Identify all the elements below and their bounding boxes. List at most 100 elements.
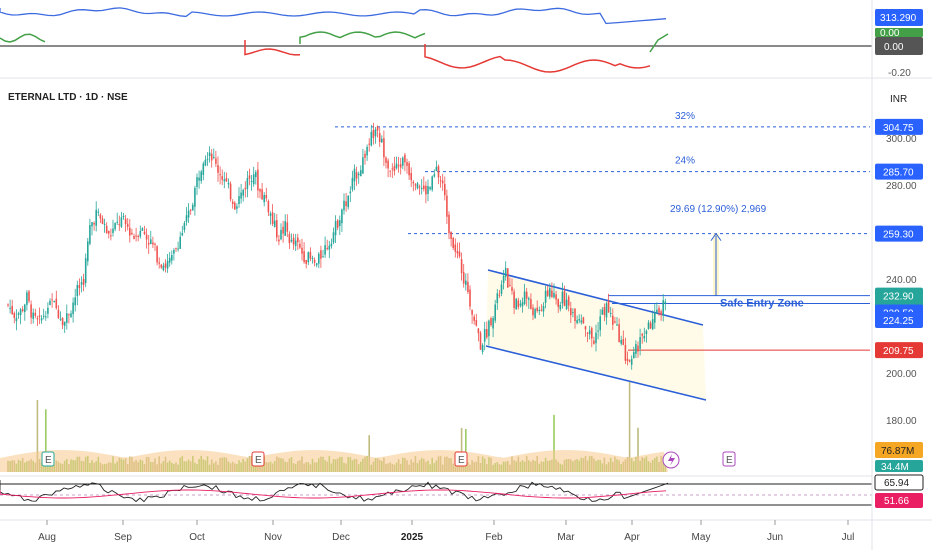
candle-body [513, 291, 515, 308]
candle-body [456, 251, 459, 254]
candle-body [418, 186, 421, 188]
price-level-badge[interactable] [875, 225, 923, 242]
candle-body [641, 334, 643, 336]
candle-body [654, 312, 656, 323]
candle-body [227, 182, 230, 185]
candle-body [200, 171, 202, 182]
volume-badge[interactable] [875, 460, 923, 472]
candle-body [662, 300, 664, 316]
candle-body [265, 194, 268, 199]
candle-body [580, 320, 583, 323]
candle-body [320, 250, 322, 259]
price-badge-label: 232.90 [883, 292, 914, 303]
candle-body [626, 358, 629, 361]
candle-body [15, 318, 18, 322]
candle-body [231, 201, 234, 205]
candle-body [542, 305, 545, 312]
candle-body [137, 235, 139, 237]
time-tick-label: Jun [767, 532, 783, 543]
candle-body [105, 225, 108, 234]
candle-body [72, 302, 74, 315]
candle-body [481, 345, 484, 352]
candle-body [257, 169, 259, 191]
price-level-badge[interactable] [875, 118, 923, 135]
rsi-value-badge[interactable] [874, 474, 924, 491]
price-badge[interactable] [875, 312, 923, 329]
candle-body [582, 317, 585, 324]
candle-body [301, 247, 303, 254]
candle-body [551, 290, 553, 297]
candle-body [51, 299, 53, 301]
candle-body [238, 196, 240, 204]
candle-body [664, 301, 667, 304]
rsi-panel [0, 475, 872, 506]
candle-body [124, 218, 127, 225]
candle-body [74, 297, 76, 306]
candle-body [63, 321, 66, 326]
candle-body [437, 166, 440, 178]
candle-body [215, 158, 217, 164]
candle-body [168, 257, 171, 263]
candle-body [152, 242, 154, 245]
candle-body [439, 180, 442, 182]
candle-body [164, 263, 167, 268]
candle-body [17, 313, 20, 315]
candle-body [208, 152, 211, 157]
candle-body [120, 217, 123, 227]
earnings-marker[interactable] [251, 451, 265, 467]
candle-body [341, 209, 343, 224]
candle-body [616, 324, 618, 326]
candle-body [471, 309, 473, 315]
candle-body [240, 192, 242, 199]
candle-body [47, 307, 49, 314]
candle-body [336, 220, 339, 228]
candle-body [408, 163, 410, 176]
candle-body [189, 209, 192, 211]
candle-body [645, 330, 648, 335]
candle-body [420, 187, 423, 189]
candle-body [99, 214, 102, 219]
earnings-marker[interactable] [454, 451, 468, 467]
candle-body [519, 303, 522, 306]
earnings-marker-label: E [458, 455, 465, 466]
volume-ma-badge[interactable] [875, 442, 923, 458]
candle-body [431, 176, 433, 190]
candle-body [376, 126, 379, 131]
candle-body [307, 252, 310, 263]
candle-body [7, 304, 9, 306]
candle-body [198, 177, 200, 181]
rsi-ma-badge[interactable] [875, 493, 923, 508]
candle-body [219, 174, 221, 176]
candle-body [574, 308, 576, 322]
candle-body [595, 332, 597, 344]
candle-body [507, 268, 509, 288]
zero-value-label: 0.00 [884, 42, 904, 53]
earnings-marker[interactable] [722, 451, 736, 467]
time-axis[interactable]: Aug Sep Oct Nov Dec 2025 Feb Mar Apr May Jun Jul [0, 519, 932, 543]
candle-body [496, 293, 499, 304]
candle-body [187, 210, 190, 218]
currency-label[interactable]: INR [890, 94, 907, 105]
price-level-badge[interactable] [875, 163, 923, 180]
price-tick: 180.00 [886, 416, 917, 427]
price-badge-label: 209.75 [883, 346, 914, 357]
earnings-marker[interactable] [41, 451, 55, 467]
candle-body [433, 174, 436, 177]
candle-body [271, 212, 274, 224]
candle-body [70, 313, 72, 318]
candle-body [607, 301, 610, 313]
price-badge[interactable] [875, 342, 923, 359]
volume-bar [36, 400, 39, 472]
candle-body [649, 322, 652, 329]
candle-body [572, 312, 574, 314]
candle-body [557, 299, 559, 307]
candle-body [477, 328, 480, 334]
candle-body [242, 189, 244, 196]
candle-body [162, 265, 165, 271]
candle-body [171, 255, 173, 261]
candle-body [452, 237, 454, 248]
candle-body [423, 185, 425, 190]
